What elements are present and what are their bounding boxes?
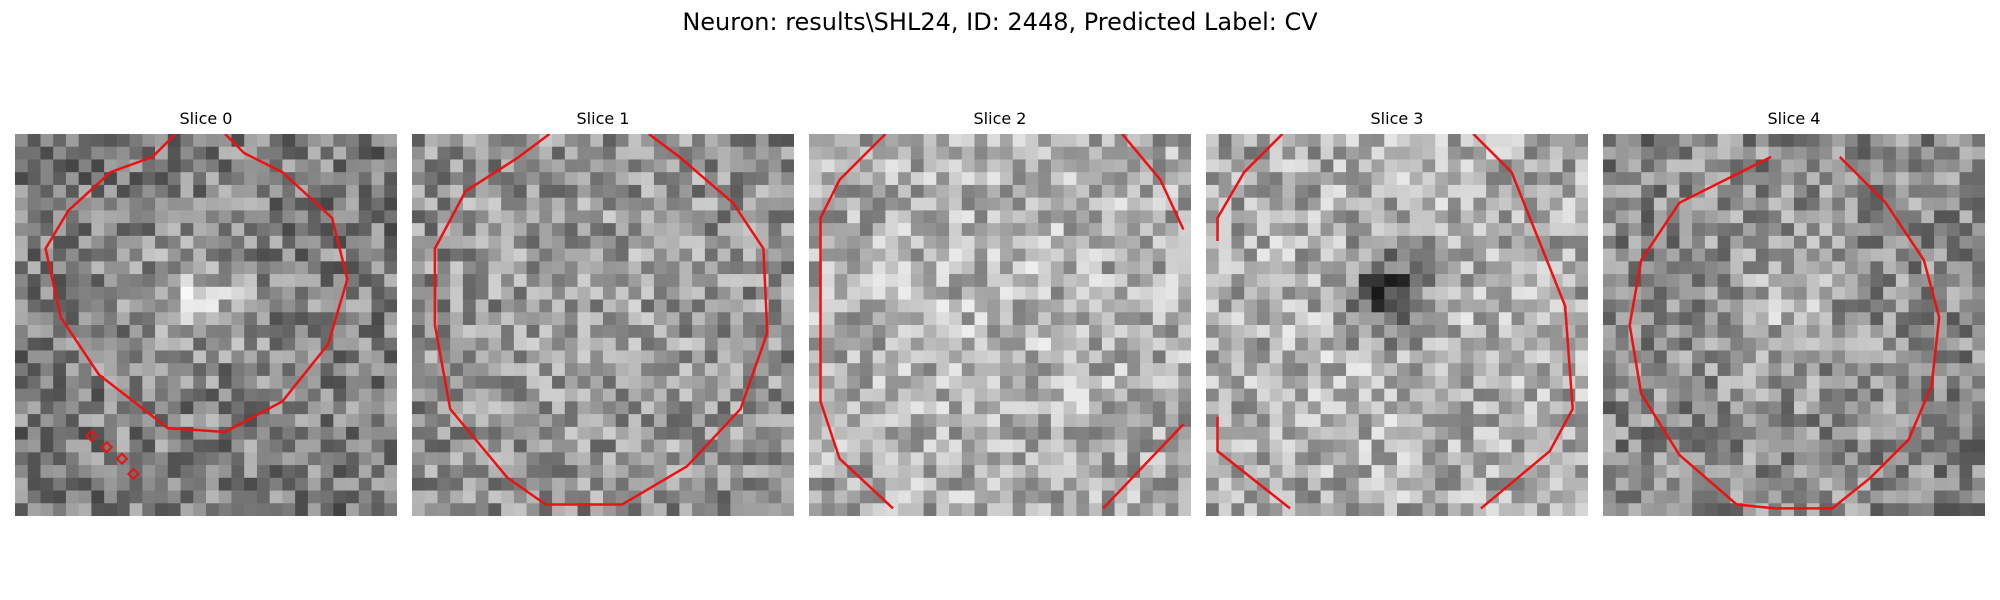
- panel-title-slice-0: Slice 0: [179, 109, 233, 128]
- contour-line-slice-4-0: [1628, 155, 1941, 510]
- panel-slice-4: [1603, 134, 1985, 516]
- panel-slice-2: [809, 134, 1191, 516]
- slice-4-image: [1603, 134, 1985, 516]
- panel-title-slice-4: Slice 4: [1767, 109, 1821, 128]
- contour-line-slice-3-2: [1472, 134, 1574, 510]
- panel-title-slice-2: Slice 2: [973, 109, 1027, 128]
- contour-line-slice-1-0: [433, 134, 769, 506]
- contour-line-slice-0-0: [44, 134, 349, 434]
- contour-line-slice-2-0: [819, 134, 894, 510]
- slice-3-image: [1206, 134, 1588, 516]
- slice-2-image: [809, 134, 1191, 516]
- panel-slice-0: [15, 134, 397, 516]
- diamond-marker-slice-0-2: [115, 452, 129, 466]
- figure-title: Neuron: results\SHL24, ID: 2448, Predict…: [682, 8, 1318, 36]
- contour-line-slice-2-1: [1121, 134, 1185, 231]
- diamond-marker-slice-0-1: [100, 440, 114, 454]
- diamond-marker-slice-0-3: [127, 467, 140, 481]
- slice-0-image: [15, 134, 397, 516]
- panel-title-slice-3: Slice 3: [1370, 109, 1424, 128]
- panel-slice-1: [412, 134, 794, 516]
- contour-line-slice-3-0: [1216, 134, 1284, 241]
- panel-title-slice-1: Slice 1: [576, 109, 630, 128]
- panel-slice-3: [1206, 134, 1588, 516]
- contour-line-slice-3-1: [1216, 416, 1291, 510]
- contour-line-slice-2-2: [1102, 423, 1185, 510]
- diamond-marker-slice-0-0: [84, 429, 98, 443]
- slice-1-image: [412, 134, 794, 516]
